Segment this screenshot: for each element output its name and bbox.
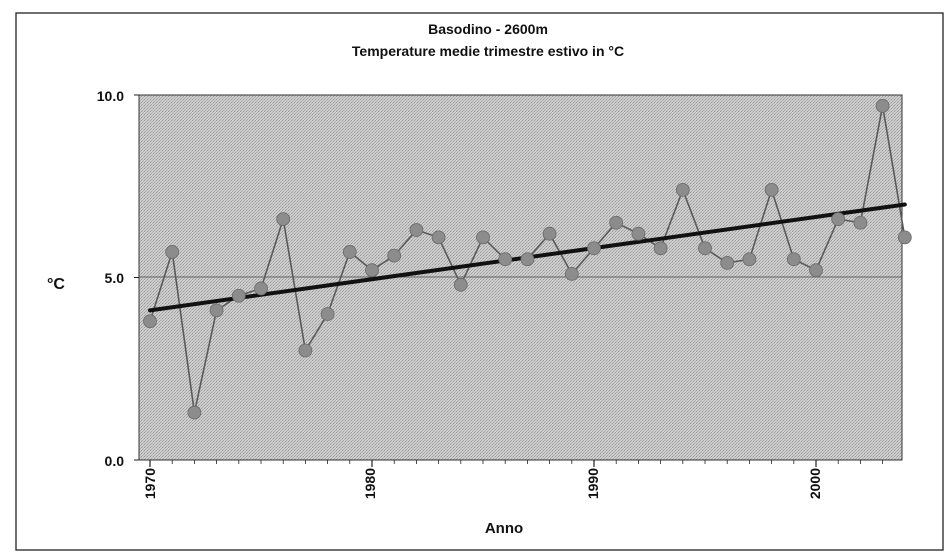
data-point-1977: [298, 343, 313, 358]
data-point-1972: [187, 405, 202, 420]
data-point-1979: [342, 245, 357, 259]
x-tick-label-1970: 1970: [142, 468, 158, 499]
plot-area: [138, 94, 903, 461]
chart-title: Basodino - 2600m: [428, 21, 548, 37]
data-point-2004: [897, 230, 912, 245]
data-point-1975: [254, 281, 268, 296]
data-point-1987: [520, 252, 535, 267]
data-point-1983: [431, 230, 446, 245]
data-point-2003: [875, 99, 890, 113]
data-point-1985: [476, 230, 490, 245]
data-point-1982: [409, 223, 424, 237]
data-point-1986: [498, 252, 513, 267]
data-markers-group: [143, 99, 912, 420]
data-point-2001: [831, 212, 846, 227]
data-point-2000: [809, 263, 823, 278]
data-point-1970: [143, 314, 157, 329]
data-point-1980: [365, 263, 379, 278]
y-tick-label-0: 0.0: [105, 453, 125, 469]
data-point-1990: [587, 241, 601, 256]
data-point-1988: [542, 226, 557, 241]
data-point-1996: [720, 255, 735, 270]
data-point-1992: [631, 226, 646, 241]
data-point-1981: [387, 248, 402, 263]
data-point-1994: [675, 182, 690, 197]
data-point-1995: [698, 241, 712, 256]
x-tick-label-2000: 2000: [807, 468, 823, 499]
data-point-1971: [165, 245, 180, 259]
chart-subtitle: Temperature medie trimestre estivo in °C: [352, 43, 624, 59]
x-tick-label-1980: 1980: [362, 468, 378, 499]
data-point-2002: [853, 215, 868, 230]
y-tick-label-10: 10.0: [97, 88, 124, 104]
data-point-1997: [742, 252, 757, 267]
data-point-1978: [320, 307, 335, 321]
data-point-1984: [453, 277, 468, 292]
data-point-1999: [786, 252, 801, 267]
data-point-1998: [764, 182, 779, 197]
x-axis-ticks: [134, 94, 883, 467]
data-point-1973: [209, 303, 224, 318]
data-point-1974: [231, 288, 246, 303]
data-point-1993: [653, 241, 668, 256]
y-axis-label: °C: [47, 276, 65, 293]
data-point-1991: [609, 215, 624, 230]
x-tick-label-1990: 1990: [585, 468, 601, 499]
data-point-1976: [276, 212, 291, 227]
x-axis-label: Anno: [485, 520, 523, 537]
data-point-1989: [564, 266, 579, 281]
y-tick-label-5: 5.0: [105, 270, 125, 286]
